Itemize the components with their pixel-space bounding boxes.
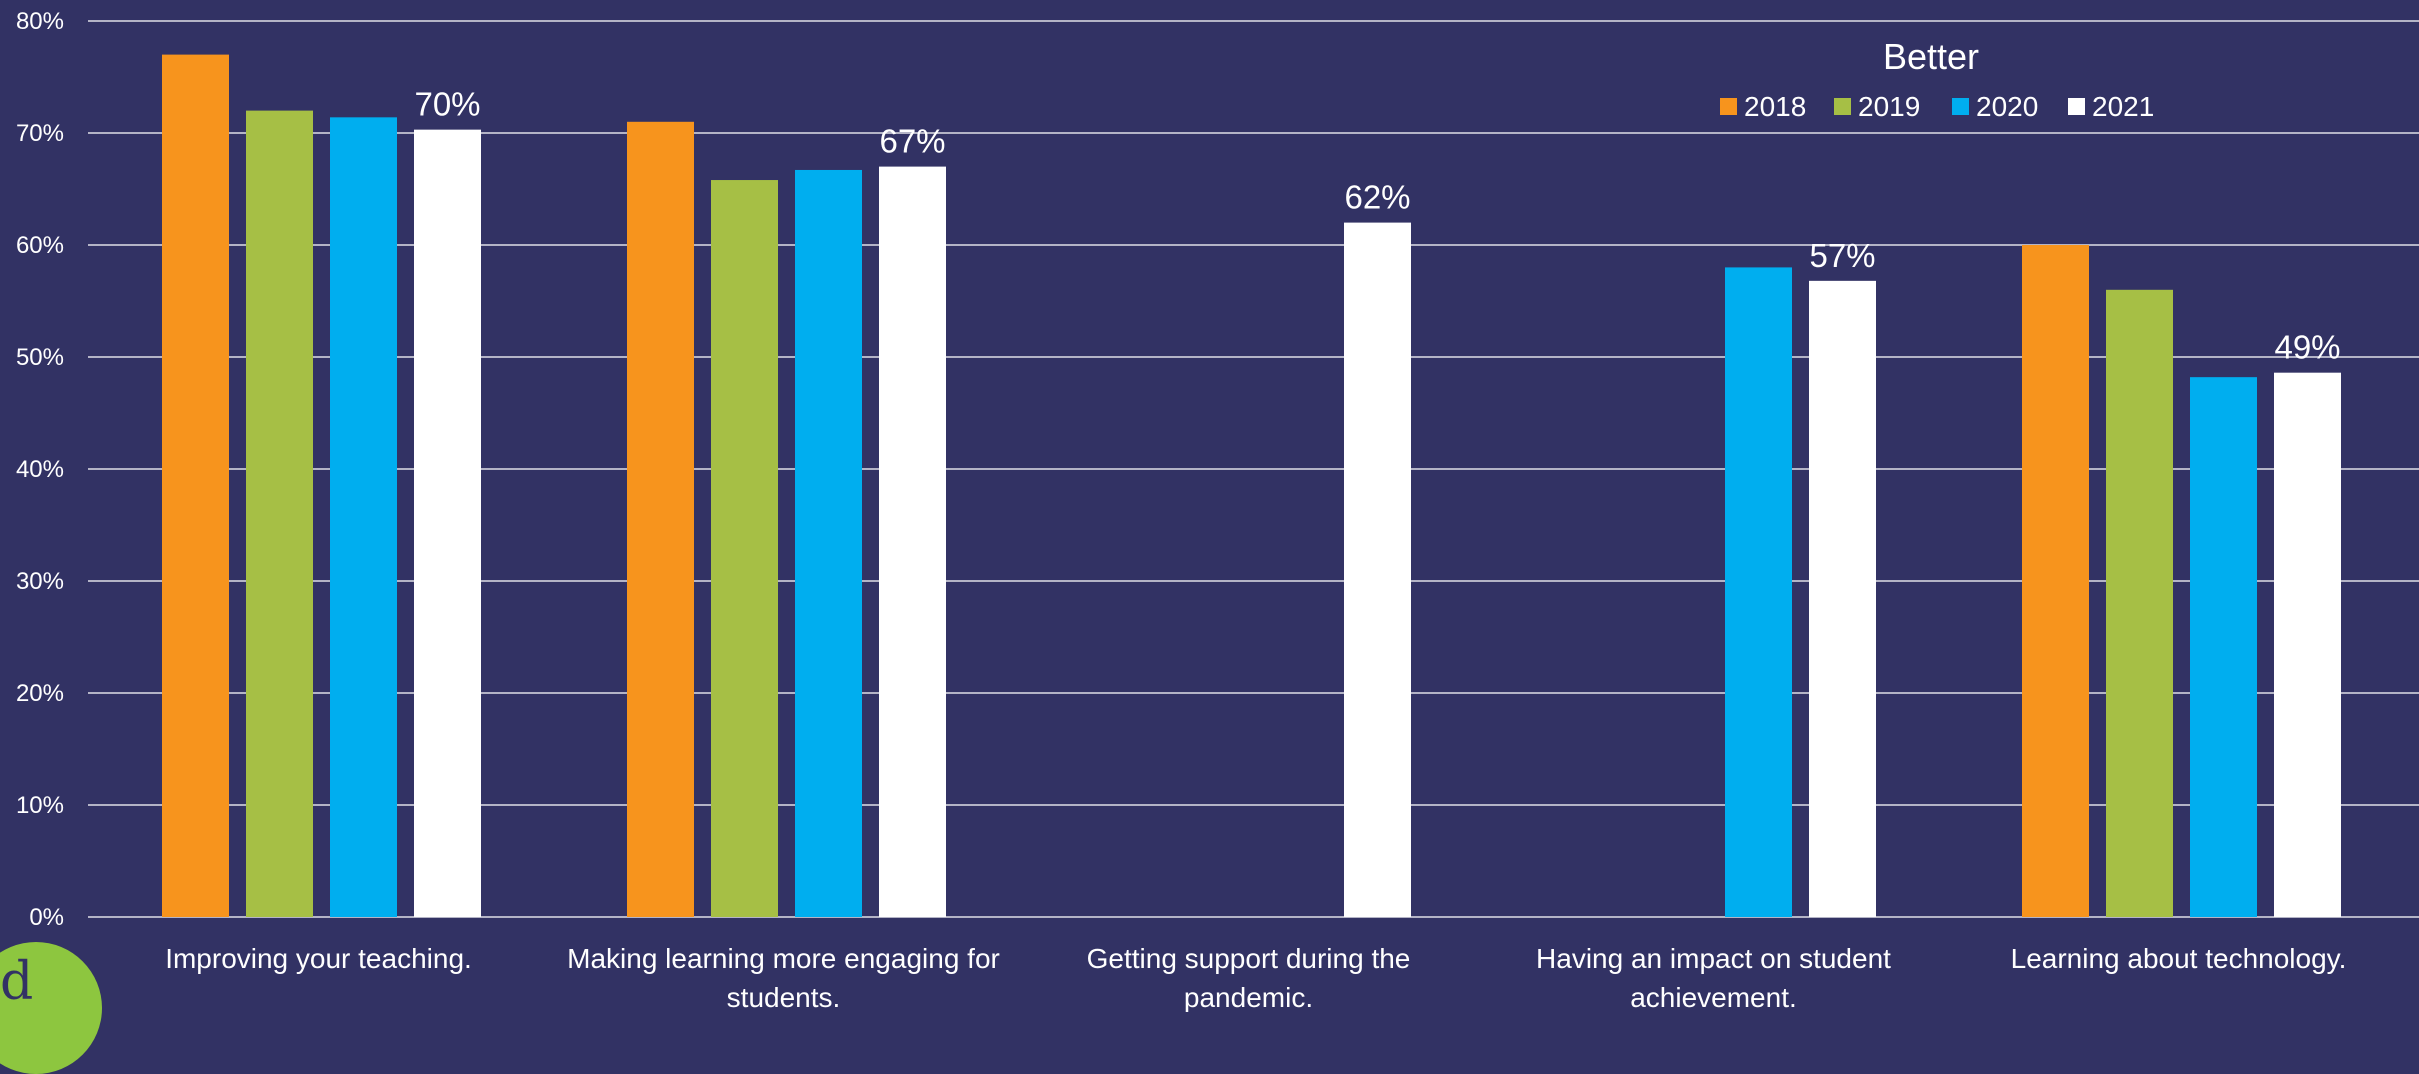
logo-letter: d (0, 952, 34, 1012)
y-tick-label: 10% (16, 792, 64, 819)
data-label: 67% (879, 123, 945, 160)
y-tick-label: 70% (16, 120, 64, 147)
data-label: 57% (1809, 237, 1875, 274)
bar-2018 (162, 54, 229, 918)
bar-2021 (1344, 222, 1411, 918)
category-label: Making learning more engaging for (567, 943, 1000, 974)
y-tick-label: 80% (16, 8, 64, 35)
bar-2020 (2190, 377, 2257, 917)
legend-label: 2020 (1976, 91, 2038, 122)
category-label: Having an impact on student (1536, 943, 1891, 974)
category-label: Getting support during the (1087, 943, 1411, 974)
category-label: students. (727, 982, 841, 1012)
category-label: Improving your teaching. (165, 943, 472, 974)
legend-swatch-2019 (1834, 98, 1851, 115)
category-label: achievement. (1630, 982, 1797, 1012)
y-tick-label: 50% (16, 344, 64, 371)
chart: 0% 10% 20% 30% 40% 50% 60% 70% 80% 70% Improving y… (16, 8, 2419, 1012)
legend-title: Better (1883, 36, 1979, 77)
data-label: 70% (414, 86, 480, 123)
data-label: 49% (2274, 329, 2340, 366)
bar-2020 (330, 117, 397, 917)
bar-2021 (414, 129, 481, 917)
category-label: pandemic. (1184, 982, 1313, 1012)
bar-2021 (879, 166, 946, 918)
legend-swatch-2021 (2068, 98, 2085, 115)
y-tick-label: 60% (16, 232, 64, 259)
legend-label: 2018 (1744, 91, 1806, 122)
y-tick-label: 20% (16, 680, 64, 707)
bar-2018 (2022, 245, 2089, 917)
bar-2019 (711, 180, 778, 918)
legend-label: 2019 (1858, 91, 1920, 122)
data-label: 62% (1344, 179, 1410, 216)
bar-2019 (2106, 289, 2173, 917)
category-label: Learning about technology. (2011, 943, 2347, 974)
legend-swatch-2020 (1952, 98, 1969, 115)
bar-2020 (1725, 267, 1792, 917)
bar-2021 (2274, 372, 2341, 917)
bar-2021 (1809, 280, 1876, 918)
legend-label: 2021 (2092, 91, 2154, 122)
legend-swatch-2018 (1720, 98, 1737, 115)
y-tick-label: 30% (16, 568, 64, 595)
bar-2019 (246, 110, 313, 918)
bar-2020 (795, 169, 862, 917)
y-tick-label: 0% (29, 904, 64, 931)
y-tick-label: 40% (16, 456, 64, 483)
bar-2018 (627, 121, 694, 918)
